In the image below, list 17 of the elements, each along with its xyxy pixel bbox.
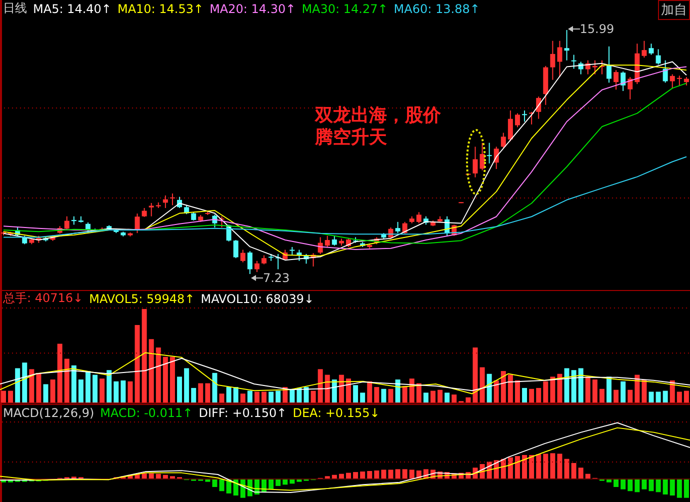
text: MAVOL5: 59948↑ [89, 292, 195, 306]
chart-title: MACD(12,26,9) [3, 406, 94, 420]
text: MA30: 14.27↑ [302, 2, 388, 16]
text: MAVOL10: 68039↓ [200, 292, 314, 306]
text: 加自 [658, 0, 690, 20]
text: MACD: -0.011↑ [100, 406, 193, 420]
text: MA20: 14.30↑ [210, 2, 296, 16]
text: 总手: 40716↓ [3, 290, 84, 307]
annotation: 双龙出海，股价腾空升天 [315, 105, 442, 149]
text: MA10: 14.53↑ [117, 2, 204, 16]
text: MA5: 14.40↑ [33, 2, 112, 16]
text: DIFF: +0.150↑ [198, 406, 287, 420]
annotation: 7.23 [262, 271, 290, 285]
text: MA60: 13.88↑ [394, 2, 480, 16]
text: DEA: +0.155↓ [292, 406, 380, 420]
chart-title: 日线 [3, 0, 27, 17]
annotation: 15.99 [580, 22, 614, 36]
